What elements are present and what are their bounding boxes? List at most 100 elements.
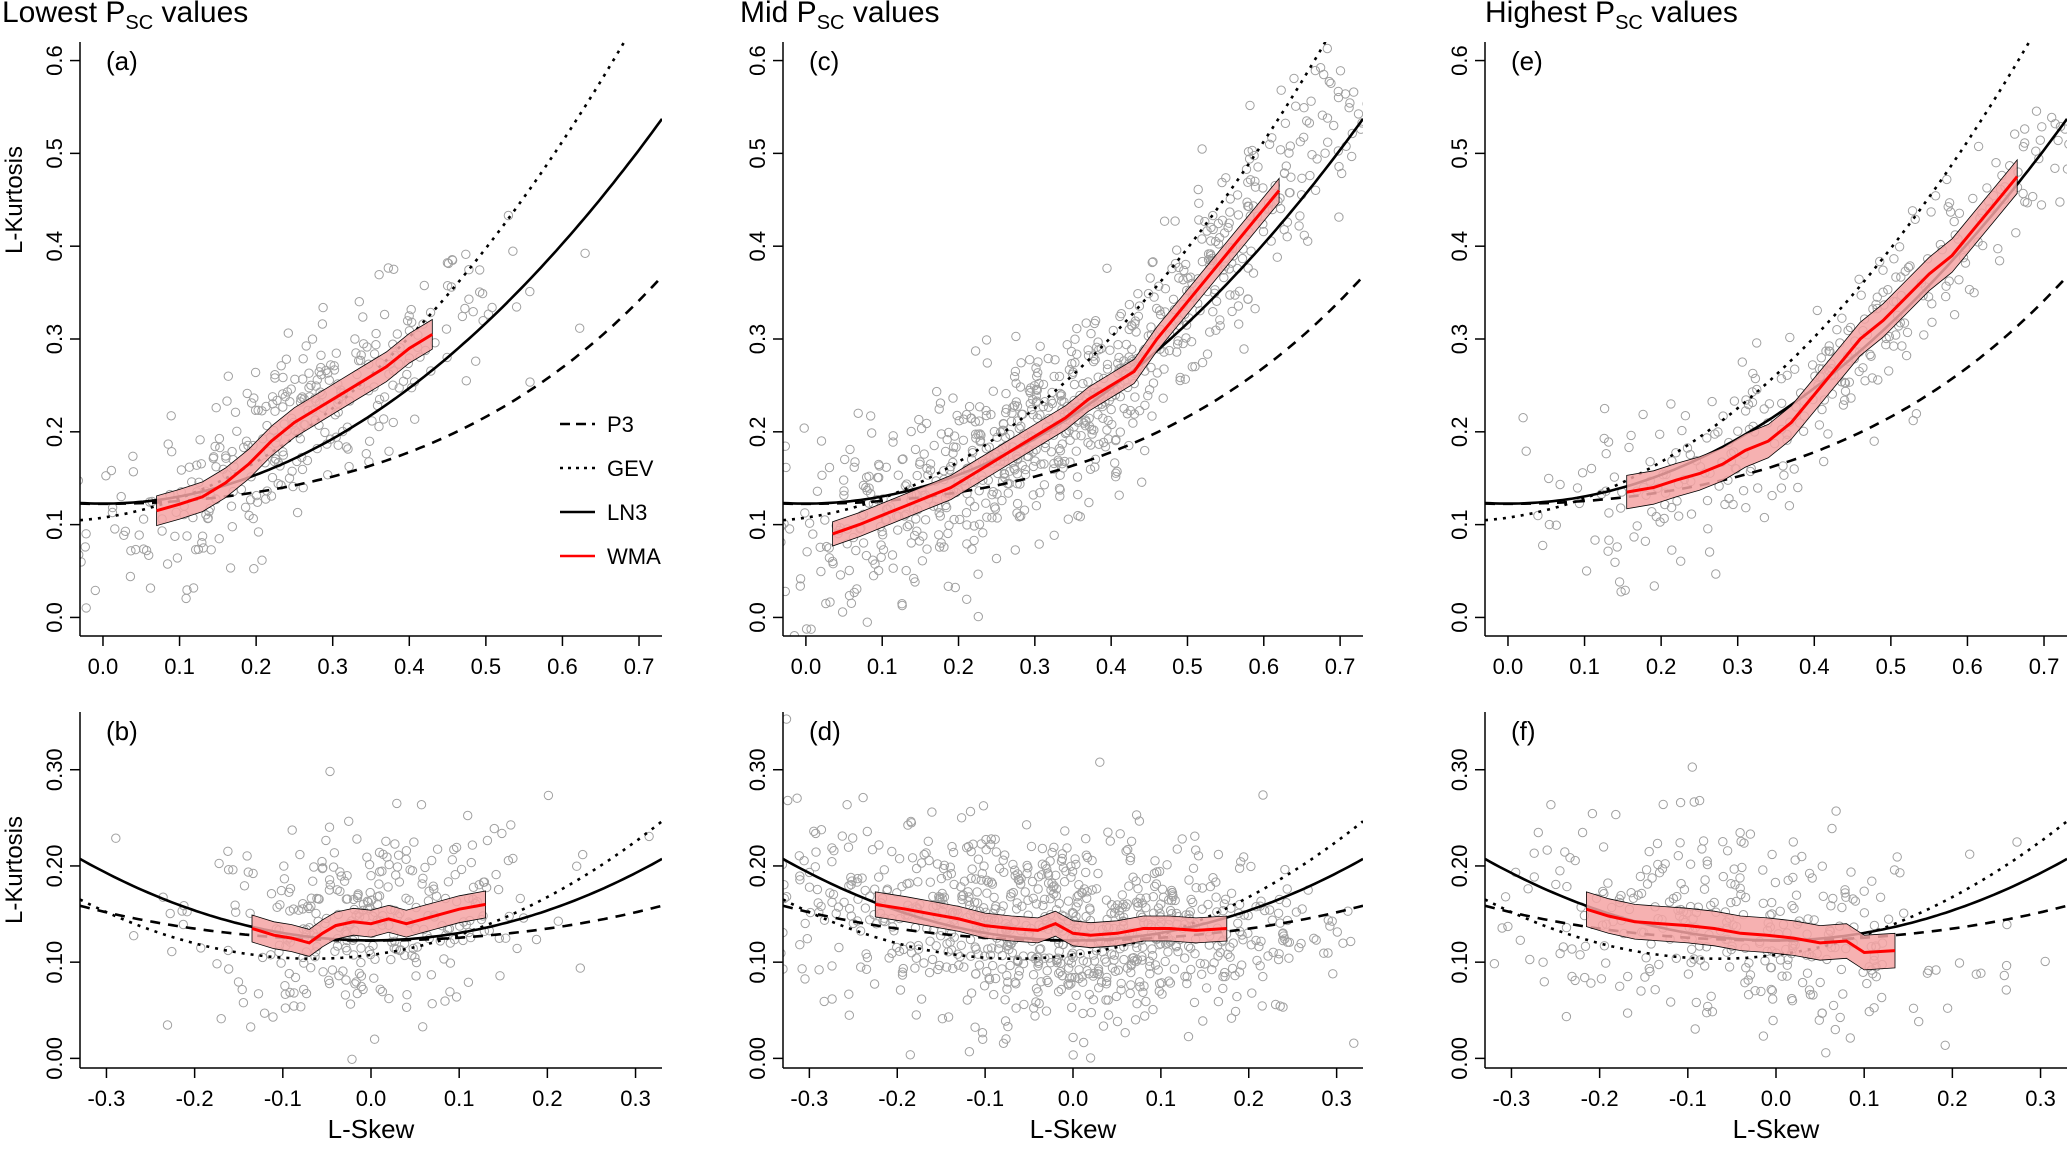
data-point — [1282, 232, 1292, 242]
data-point — [344, 816, 354, 826]
data-point — [1323, 948, 1333, 958]
data-point — [1299, 230, 1310, 241]
data-point — [331, 432, 341, 442]
data-point — [783, 462, 791, 473]
data-point — [1724, 493, 1734, 504]
data-point — [1193, 851, 1204, 861]
data-point — [1150, 856, 1160, 866]
data-point — [1165, 978, 1176, 988]
data-point — [445, 958, 456, 968]
data-point — [1212, 907, 1222, 917]
data-point — [296, 1002, 306, 1012]
data-point — [948, 393, 958, 403]
data-point — [206, 545, 216, 555]
data-point — [1702, 859, 1713, 870]
data-point — [298, 354, 308, 364]
data-point — [848, 833, 858, 843]
data-point — [1028, 490, 1039, 500]
data-point — [795, 875, 805, 885]
data-point — [1056, 984, 1067, 995]
data-point — [813, 898, 823, 908]
data-point — [1706, 900, 1716, 911]
data-point — [212, 959, 222, 969]
data-point — [461, 249, 471, 260]
data-point — [313, 894, 324, 904]
data-point — [906, 426, 916, 437]
data-point — [1919, 330, 1929, 340]
data-point — [266, 491, 277, 501]
data-point — [1023, 863, 1033, 873]
data-point — [1707, 396, 1717, 407]
data-point — [1766, 984, 1776, 995]
data-point — [2011, 228, 2021, 238]
data-point — [971, 944, 981, 954]
data-point — [948, 963, 958, 974]
data-point — [1830, 1024, 1841, 1035]
data-point — [266, 950, 276, 960]
data-point — [1244, 154, 1255, 164]
data-point — [933, 964, 943, 975]
plot-area — [783, 714, 1374, 1068]
data-point — [1215, 315, 1225, 325]
data-point — [184, 462, 195, 472]
data-point — [925, 936, 935, 946]
data-point — [1745, 829, 1756, 839]
data-point — [1366, 997, 1374, 1005]
data-point — [497, 828, 507, 839]
data-point — [1940, 1040, 1950, 1051]
data-point — [1133, 311, 1144, 321]
data-point — [358, 312, 368, 322]
data-point — [878, 545, 889, 555]
data-point — [285, 397, 295, 407]
data-point — [1245, 175, 1256, 185]
data-point — [1027, 876, 1038, 887]
data-point — [858, 792, 868, 803]
data-point — [320, 427, 330, 438]
data-point — [824, 462, 835, 473]
data-point — [1117, 903, 1127, 913]
data-point — [1173, 336, 1183, 346]
data-point — [410, 952, 420, 963]
data-point — [163, 439, 173, 449]
data-point — [1233, 918, 1243, 928]
data-point — [1620, 585, 1630, 595]
data-point — [1049, 842, 1059, 852]
x-tick-label: -0.1 — [264, 1086, 302, 1111]
data-point — [898, 963, 908, 974]
data-point — [902, 879, 912, 889]
data-point — [215, 442, 225, 453]
data-point — [1677, 425, 1687, 436]
data-point — [1555, 866, 1565, 876]
data-point — [1102, 359, 1113, 370]
data-point — [1072, 472, 1083, 482]
data-point — [925, 877, 935, 887]
data-point — [211, 462, 221, 472]
data-point — [307, 334, 318, 344]
data-point — [1130, 1015, 1141, 1025]
data-point — [1028, 461, 1039, 472]
data-point — [1140, 1011, 1150, 1021]
data-point — [1134, 816, 1145, 826]
data-point — [1006, 889, 1016, 899]
data-point — [1824, 346, 1834, 356]
data-point — [242, 851, 252, 861]
data-point — [1954, 958, 1965, 968]
data-point — [1838, 400, 1849, 410]
data-point — [1116, 985, 1126, 995]
data-point — [145, 583, 156, 593]
data-point — [783, 893, 789, 904]
data-point — [1521, 446, 1531, 456]
data-point — [1691, 997, 1702, 1008]
data-point — [1022, 868, 1032, 879]
data-point — [783, 795, 793, 806]
data-point — [1623, 971, 1633, 982]
data-point — [849, 462, 859, 472]
data-point — [969, 501, 980, 512]
data-point — [1052, 957, 1062, 968]
data-point — [511, 302, 522, 312]
data-point — [1666, 997, 1676, 1007]
data-point — [1012, 898, 1022, 908]
panel-c: 0.0 0.1 0.2 0.3 0.4 0.5 0.6 0.70.00.10.20.30.40… — [745, 42, 1363, 679]
data-point — [1045, 894, 1056, 904]
data-point — [888, 563, 898, 573]
